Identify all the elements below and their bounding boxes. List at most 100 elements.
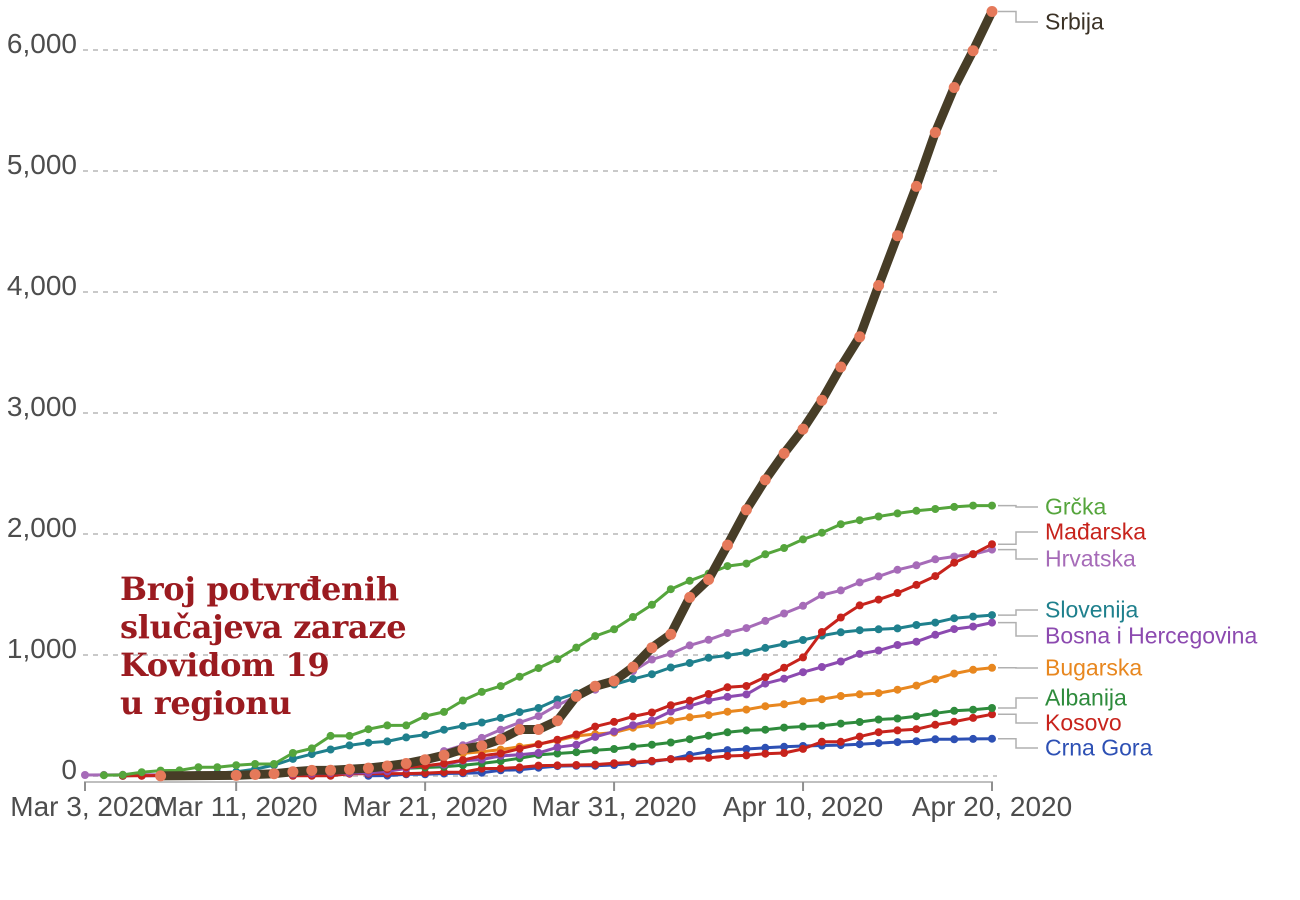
- data-point-bosna: [874, 646, 883, 655]
- data-point-crnagora: [855, 740, 864, 749]
- data-point-kosovo: [553, 761, 562, 770]
- data-point-srbija: [967, 45, 979, 57]
- data-point-crnagora: [742, 745, 751, 753]
- data-point-bosna: [591, 732, 600, 741]
- data-point-srbija: [929, 127, 941, 138]
- data-point-albanija: [761, 725, 770, 734]
- series-label-srbija: Srbija: [1045, 8, 1104, 35]
- data-point-slovenija: [799, 636, 807, 644]
- data-point-grcka: [723, 562, 732, 571]
- data-point-srbija: [646, 642, 658, 654]
- data-point-kosovo: [817, 737, 826, 746]
- data-point-slovenija: [345, 741, 354, 750]
- data-point-madjarska: [817, 628, 826, 636]
- data-point-kosovo: [893, 726, 902, 735]
- data-point-madjarska: [515, 744, 524, 753]
- data-point-srbija: [986, 6, 998, 17]
- data-point-crnagora: [874, 739, 883, 748]
- x-tick-label: Mar 21, 2020: [343, 791, 508, 822]
- x-tick-label: Mar 11, 2020: [155, 791, 318, 822]
- y-tick-label: 0: [61, 754, 77, 785]
- data-point-slovenija: [874, 625, 883, 634]
- data-point-albanija: [799, 722, 807, 731]
- data-point-grcka: [799, 535, 807, 544]
- data-point-hrvatska: [553, 701, 562, 710]
- data-point-srbija: [570, 690, 582, 702]
- data-point-slovenija: [477, 718, 486, 727]
- data-point-grcka: [251, 760, 260, 768]
- data-point-madjarska: [629, 712, 637, 721]
- data-point-albanija: [874, 715, 883, 724]
- data-point-slovenija: [893, 624, 902, 633]
- data-point-bugarska: [855, 690, 864, 699]
- data-point-hrvatska: [742, 624, 751, 633]
- gridlines: [83, 49, 997, 777]
- data-point-srbija: [495, 733, 507, 745]
- data-point-grcka: [893, 509, 902, 518]
- y-tick-label: 4,000: [7, 270, 77, 301]
- data-point-madjarska: [534, 740, 543, 749]
- data-point-slovenija: [761, 643, 770, 652]
- data-point-albanija: [610, 745, 619, 753]
- data-point-bugarska: [931, 675, 940, 684]
- data-point-madjarska: [742, 682, 751, 690]
- data-point-crnagora: [988, 734, 996, 743]
- data-point-srbija: [627, 661, 639, 673]
- data-point-bugarska: [780, 700, 789, 709]
- data-point-crnagora: [969, 734, 978, 743]
- data-point-srbija: [457, 743, 469, 755]
- data-point-grcka: [213, 763, 222, 772]
- data-point-srbija: [608, 675, 620, 687]
- y-tick-label: 2,000: [7, 512, 77, 543]
- data-point-hrvatska: [817, 591, 826, 600]
- data-point-bugarska: [723, 707, 732, 716]
- data-point-madjarska: [440, 759, 448, 768]
- data-point-grcka: [477, 687, 486, 696]
- data-point-bosna: [629, 721, 637, 730]
- series-line-crnagora: [366, 737, 994, 778]
- data-point-albanija: [666, 738, 675, 747]
- series-label-bosna: Bosna i Hercegovina: [1045, 622, 1258, 649]
- data-point-bosna: [742, 690, 751, 699]
- series-label-madjarska: Mađarska: [1045, 518, 1146, 545]
- data-point-bugarska: [742, 705, 751, 714]
- data-point-grcka: [364, 725, 373, 734]
- data-point-srbija: [476, 740, 488, 752]
- data-point-slovenija: [402, 733, 411, 742]
- x-tick-label: Apr 20, 2020: [912, 791, 1072, 822]
- data-point-hrvatska: [534, 712, 543, 721]
- x-tick-label: Apr 10, 2020: [723, 791, 883, 822]
- data-point-srbija: [438, 749, 450, 761]
- data-point-srbija: [873, 280, 885, 291]
- data-point-grcka: [326, 731, 335, 740]
- data-point-slovenija: [950, 614, 959, 623]
- data-point-crnagora: [912, 737, 921, 746]
- data-point-srbija: [665, 628, 677, 640]
- data-point-albanija: [817, 721, 826, 730]
- y-tick-label: 1,000: [7, 633, 77, 664]
- leader-slovenija: [998, 609, 1038, 616]
- data-point-bosna: [931, 630, 940, 639]
- data-point-madjarska: [704, 690, 713, 698]
- data-point-kosovo: [988, 710, 996, 719]
- data-point-grcka: [969, 501, 978, 510]
- series-label-albanija: Albanija: [1045, 684, 1127, 711]
- data-point-bosna: [610, 727, 619, 736]
- data-point-slovenija: [326, 745, 335, 754]
- data-point-srbija: [381, 760, 393, 772]
- data-point-albanija: [988, 704, 996, 712]
- data-point-bugarska: [988, 663, 996, 672]
- data-point-bosna: [817, 663, 826, 671]
- data-point-albanija: [647, 740, 656, 749]
- data-point-albanija: [780, 723, 789, 732]
- data-point-madjarska: [553, 735, 562, 744]
- data-point-albanija: [969, 705, 978, 714]
- data-point-srbija: [400, 758, 412, 769]
- chart-title: Broj potvrđenih slučajeva zaraze Kovidom…: [120, 570, 460, 722]
- data-point-kosovo: [685, 754, 694, 763]
- chart-title-line: Broj potvrđenih: [120, 570, 399, 608]
- data-point-grcka: [496, 682, 505, 691]
- data-point-bosna: [969, 622, 978, 631]
- data-point-crnagora: [950, 735, 959, 744]
